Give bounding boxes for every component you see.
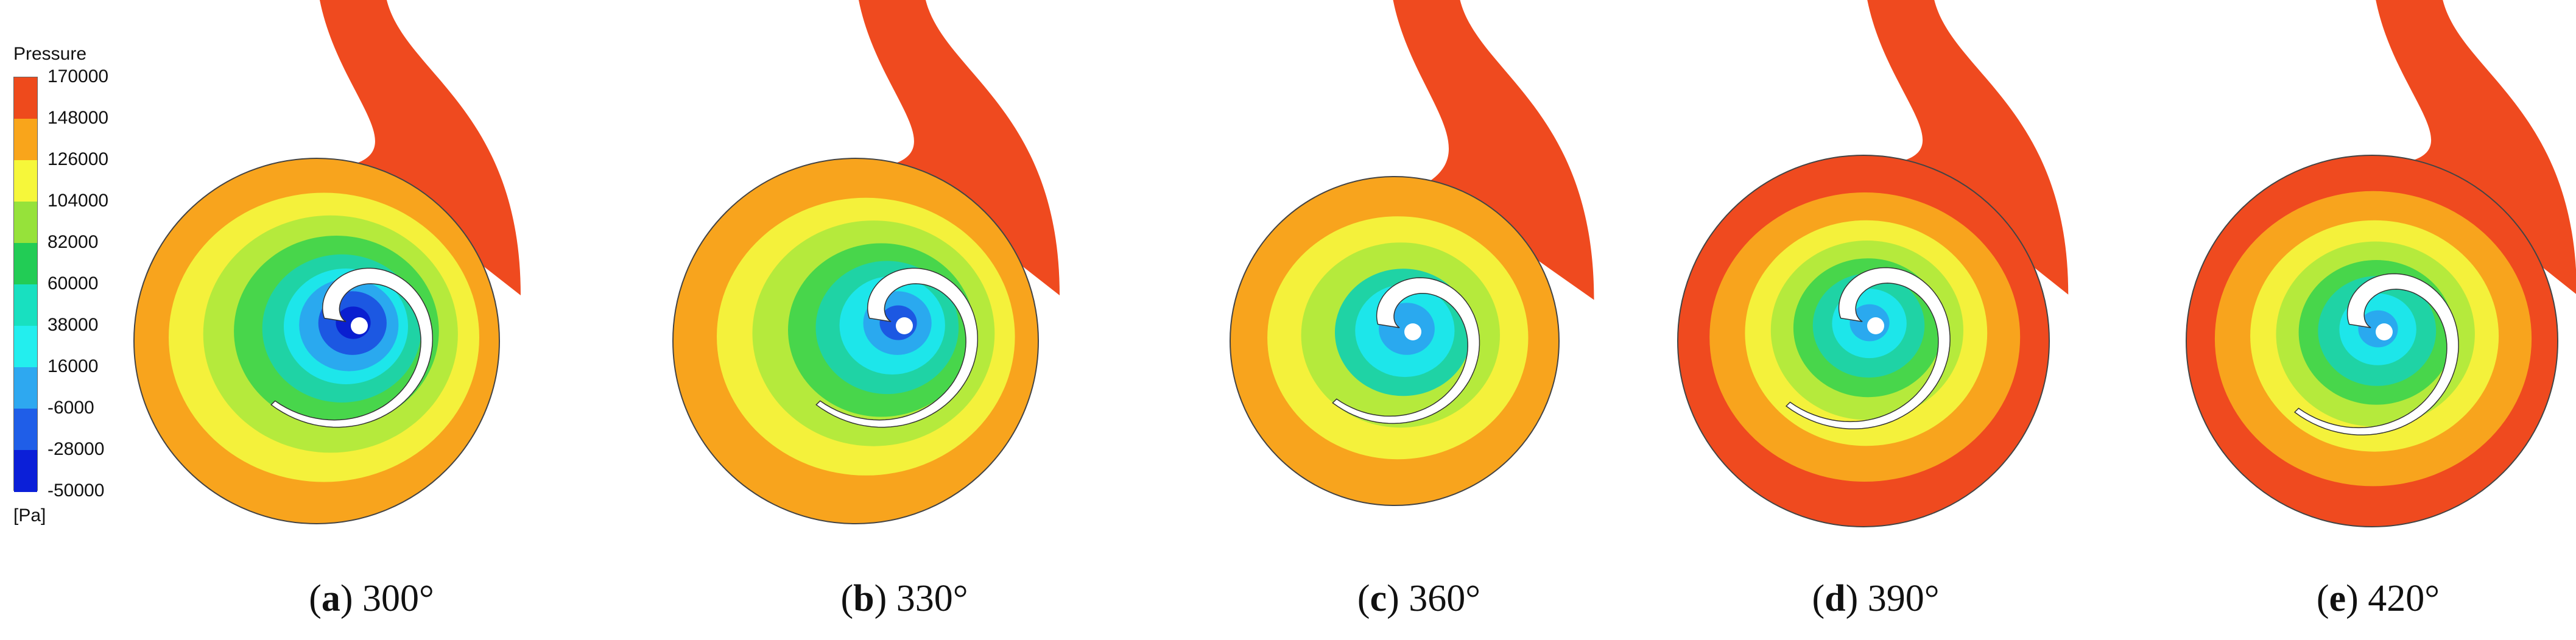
caption-angle: 420°	[2368, 578, 2440, 619]
impeller-hub	[351, 317, 368, 334]
caption-close-paren: )	[1387, 578, 1399, 619]
legend-tick-label: 60000	[48, 273, 99, 294]
casing-outline	[672, 158, 1039, 524]
panel-caption: (d) 390°	[1632, 577, 2119, 621]
legend-tick-label: 16000	[48, 356, 99, 376]
contour-panel-a: (a) 300°	[128, 0, 615, 640]
contour-plot	[1677, 0, 2069, 527]
legend-tick-label: 126000	[48, 149, 109, 169]
outlet-duct	[2376, 0, 2576, 294]
caption-letter: c	[1370, 578, 1387, 619]
legend-band	[14, 160, 37, 202]
contour-panel-d: (d) 390°	[1632, 0, 2119, 640]
impeller-hub	[1867, 317, 1884, 334]
legend-tick-label: 82000	[48, 232, 99, 252]
impeller-hub	[1404, 323, 1421, 340]
legend-band	[14, 243, 37, 285]
impeller-hub	[2376, 323, 2393, 340]
caption-open-paren: (	[309, 578, 322, 619]
legend-tick-label: -6000	[48, 398, 94, 418]
caption-close-paren: )	[2346, 578, 2359, 619]
caption-angle: 360°	[1409, 578, 1481, 619]
pressure-legend: Pressure [Pa] 170000 148000 126000 104000 82…	[0, 37, 152, 560]
caption-close-paren: )	[1845, 578, 1859, 619]
impeller-blade	[815, 267, 979, 428]
caption-close-paren: )	[874, 578, 887, 619]
legend-band	[14, 119, 37, 161]
contour-plot	[133, 0, 521, 524]
impeller-blade	[1785, 267, 1951, 430]
legend-tick-label: 170000	[48, 66, 109, 86]
panel-caption: (c) 360°	[1175, 577, 1663, 621]
legend-title: Pressure	[13, 44, 87, 64]
impeller-hub	[896, 317, 913, 334]
panel-caption: (b) 330°	[661, 577, 1148, 621]
caption-open-paren: (	[1812, 578, 1825, 619]
legend-tick-label: 148000	[48, 108, 109, 128]
caption-open-paren: (	[840, 578, 854, 619]
contour-panel-e: (e) 420°	[2134, 0, 2576, 640]
panel-caption: (a) 300°	[128, 577, 615, 621]
legend-tick-label: 38000	[48, 315, 99, 335]
legend-band	[14, 450, 37, 492]
legend-band	[14, 367, 37, 409]
caption-letter: a	[321, 578, 340, 619]
legend-band	[14, 326, 37, 368]
legend-tick-label: -28000	[48, 439, 105, 459]
caption-angle: 330°	[896, 578, 968, 619]
impeller-blade	[2293, 273, 2459, 436]
caption-open-paren: (	[2316, 578, 2329, 619]
caption-angle: 300°	[362, 578, 434, 619]
contour-plot	[1230, 0, 1594, 506]
outlet-duct	[1393, 0, 1594, 300]
caption-letter: d	[1825, 578, 1846, 619]
caption-open-paren: (	[1357, 578, 1370, 619]
legend-color-bar	[13, 77, 38, 492]
legend-band	[14, 77, 37, 119]
caption-letter: b	[853, 578, 875, 619]
outlet-duct	[1867, 0, 2069, 295]
casing-outline	[133, 158, 500, 524]
legend-band	[14, 284, 37, 326]
casing-outline	[2186, 155, 2558, 527]
contour-panel-c: (c) 360°	[1175, 0, 1663, 640]
legend-band	[14, 409, 37, 451]
casing-outline	[1677, 155, 2050, 527]
panel-caption: (e) 420°	[2134, 577, 2576, 621]
legend-band	[14, 202, 37, 244]
contour-panel-b: (b) 330°	[661, 0, 1148, 640]
legend-tick-label: -50000	[48, 480, 105, 501]
impeller-blade	[270, 267, 434, 428]
caption-close-paren: )	[340, 578, 353, 619]
caption-letter: e	[2329, 578, 2346, 619]
contour-plot	[2186, 0, 2576, 527]
impeller-blade	[1332, 277, 1480, 424]
outlet-duct	[320, 0, 521, 295]
casing-outline	[1230, 176, 1560, 506]
outlet-duct	[859, 0, 1060, 295]
legend-unit: [Pa]	[13, 505, 46, 526]
caption-angle: 390°	[1867, 578, 1940, 619]
contour-plot	[672, 0, 1060, 524]
legend-tick-label: 104000	[48, 191, 109, 211]
